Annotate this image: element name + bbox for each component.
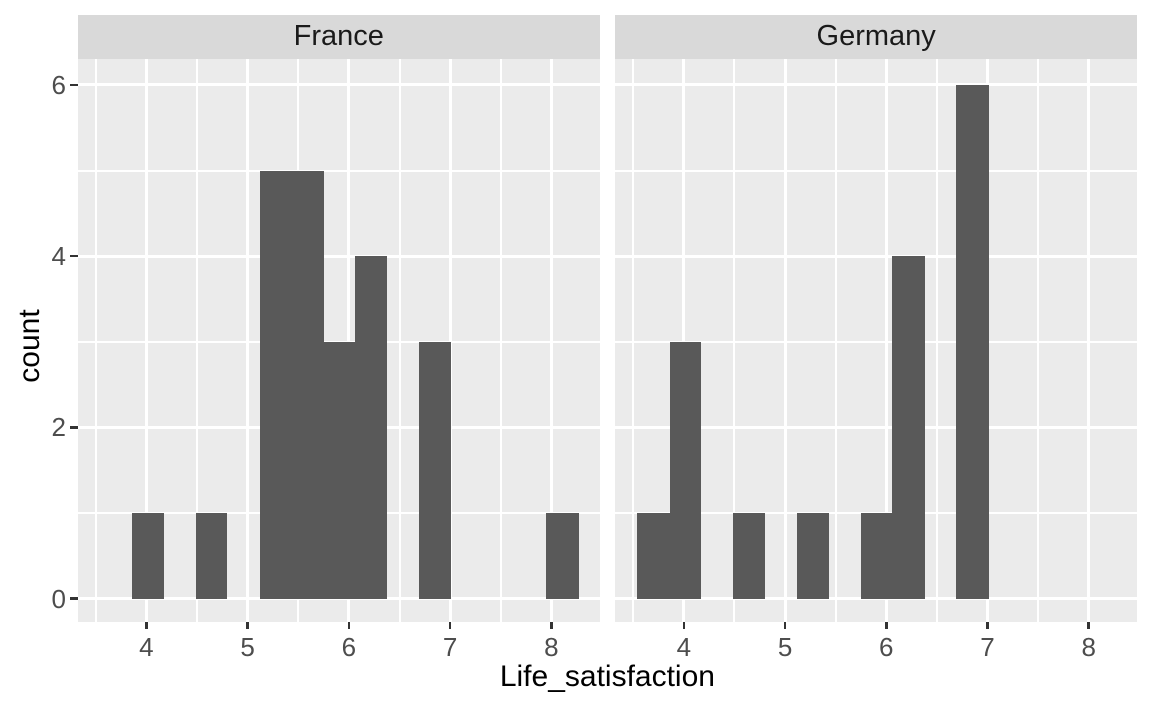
y-tick-label: 6	[51, 69, 66, 100]
gridline-minor-vertical	[499, 59, 502, 622]
gridline-major-vertical	[549, 59, 553, 622]
gridline-minor-vertical	[1037, 59, 1040, 622]
gridline-major-vertical	[884, 59, 888, 622]
histogram-bar	[195, 512, 228, 599]
gridline-major-horizontal	[615, 254, 1138, 258]
gridline-major-horizontal	[615, 83, 1138, 87]
histogram-bar	[291, 170, 324, 599]
gridline-major-vertical	[783, 59, 787, 622]
gridline-major-horizontal	[77, 597, 600, 601]
histogram-bar	[418, 341, 452, 599]
gridline-major-horizontal	[77, 254, 600, 258]
x-tick-label: 5	[240, 632, 255, 662]
facet-panel	[77, 59, 600, 622]
histogram-bar	[669, 341, 702, 599]
facet-strip: Germany	[615, 14, 1138, 60]
x-tick-label: 6	[879, 632, 894, 662]
gridline-major-vertical	[347, 59, 351, 622]
x-tick-label: 5	[777, 632, 793, 662]
gridline-minor-vertical	[632, 59, 635, 622]
y-tick-label: 2	[51, 412, 66, 443]
x-tick-mark	[1087, 621, 1090, 630]
gridline-major-vertical	[682, 59, 686, 622]
facet-strip-label: Germany	[816, 20, 936, 53]
histogram-bar	[733, 512, 765, 599]
gridline-major-horizontal	[77, 83, 600, 87]
x-tick-mark	[448, 621, 452, 630]
histogram-bar	[956, 84, 989, 599]
gridline-minor-vertical	[935, 59, 938, 622]
gridline-minor-horizontal	[615, 340, 1138, 343]
histogram-bar	[354, 256, 388, 599]
x-tick-label: 6	[341, 632, 357, 662]
x-tick-mark	[347, 621, 351, 630]
x-tick-label: 7	[980, 632, 995, 662]
x-tick-mark	[885, 621, 888, 630]
gridline-major-vertical	[1087, 59, 1091, 622]
x-tick-label: 4	[139, 632, 154, 662]
histogram-bar	[259, 170, 292, 599]
x-tick-mark	[145, 621, 148, 630]
histogram-bar	[132, 512, 164, 599]
gridline-major-horizontal	[615, 425, 1138, 429]
y-tick-mark	[69, 597, 78, 600]
histogram-bar	[860, 512, 893, 599]
x-tick-label: 4	[676, 632, 692, 662]
gridline-major-vertical	[448, 59, 452, 622]
x-tick-mark	[682, 621, 686, 630]
y-tick-mark	[69, 83, 78, 87]
facet-strip-label: France	[293, 20, 384, 53]
x-tick-label: 8	[1081, 632, 1096, 662]
gridline-minor-horizontal	[615, 169, 1138, 172]
facet-strip: France	[77, 14, 600, 60]
y-tick-mark	[69, 426, 78, 429]
y-tick-mark	[69, 254, 78, 258]
gridline-minor-vertical	[94, 59, 97, 622]
histogram-bar	[323, 341, 355, 599]
gridline-minor-horizontal	[77, 169, 600, 172]
gridline-minor-vertical	[733, 59, 736, 622]
gridline-major-vertical	[144, 59, 148, 622]
gridline-minor-vertical	[834, 59, 837, 622]
y-tick-label: 4	[51, 241, 66, 272]
histogram-bar	[637, 512, 670, 599]
x-tick-mark	[986, 621, 989, 630]
gridline-major-vertical	[246, 59, 250, 622]
histogram-bar	[546, 512, 579, 599]
histogram-bar	[892, 256, 925, 599]
x-tick-label: 8	[544, 632, 559, 662]
facet-panel	[615, 59, 1138, 622]
x-tick-mark	[783, 621, 787, 630]
x-tick-mark	[246, 621, 249, 630]
gridline-major-horizontal	[615, 597, 1138, 601]
gridline-minor-vertical	[398, 59, 401, 622]
x-tick-mark	[550, 621, 553, 630]
x-tick-label: 7	[442, 632, 458, 662]
y-axis-title: count	[13, 309, 46, 383]
gridline-minor-vertical	[195, 59, 198, 622]
y-tick-label: 0	[51, 583, 66, 614]
histogram-bar	[797, 512, 829, 599]
x-axis-title: Life_satisfaction	[499, 660, 715, 693]
